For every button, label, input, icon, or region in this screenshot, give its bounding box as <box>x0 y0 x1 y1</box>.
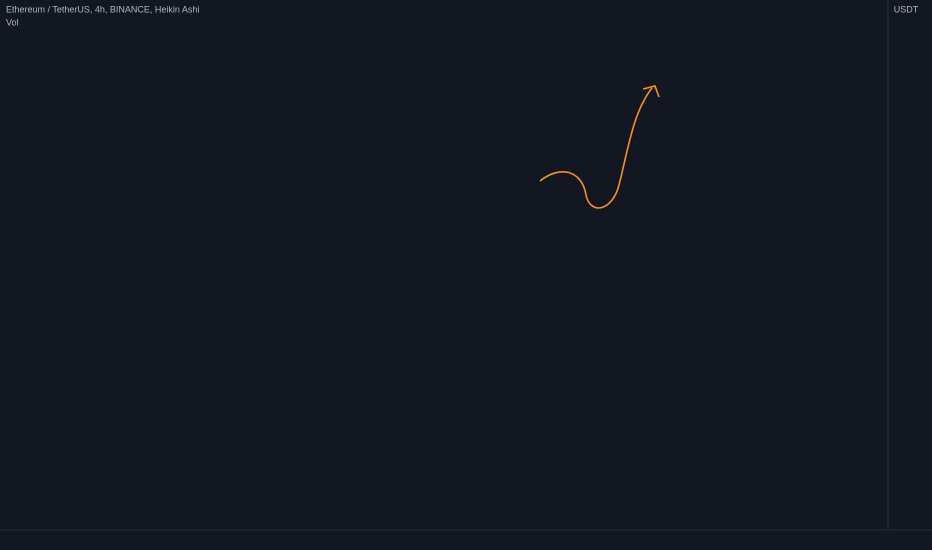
arrow-head <box>642 85 660 98</box>
hand-drawn-arrow <box>539 87 653 209</box>
chart-title: Ethereum / TetherUS, 4h, BINANCE, Heikin… <box>6 4 199 14</box>
currency: USDT <box>894 4 919 14</box>
volume-label: Vol <box>6 17 19 27</box>
price-axis <box>888 0 932 550</box>
